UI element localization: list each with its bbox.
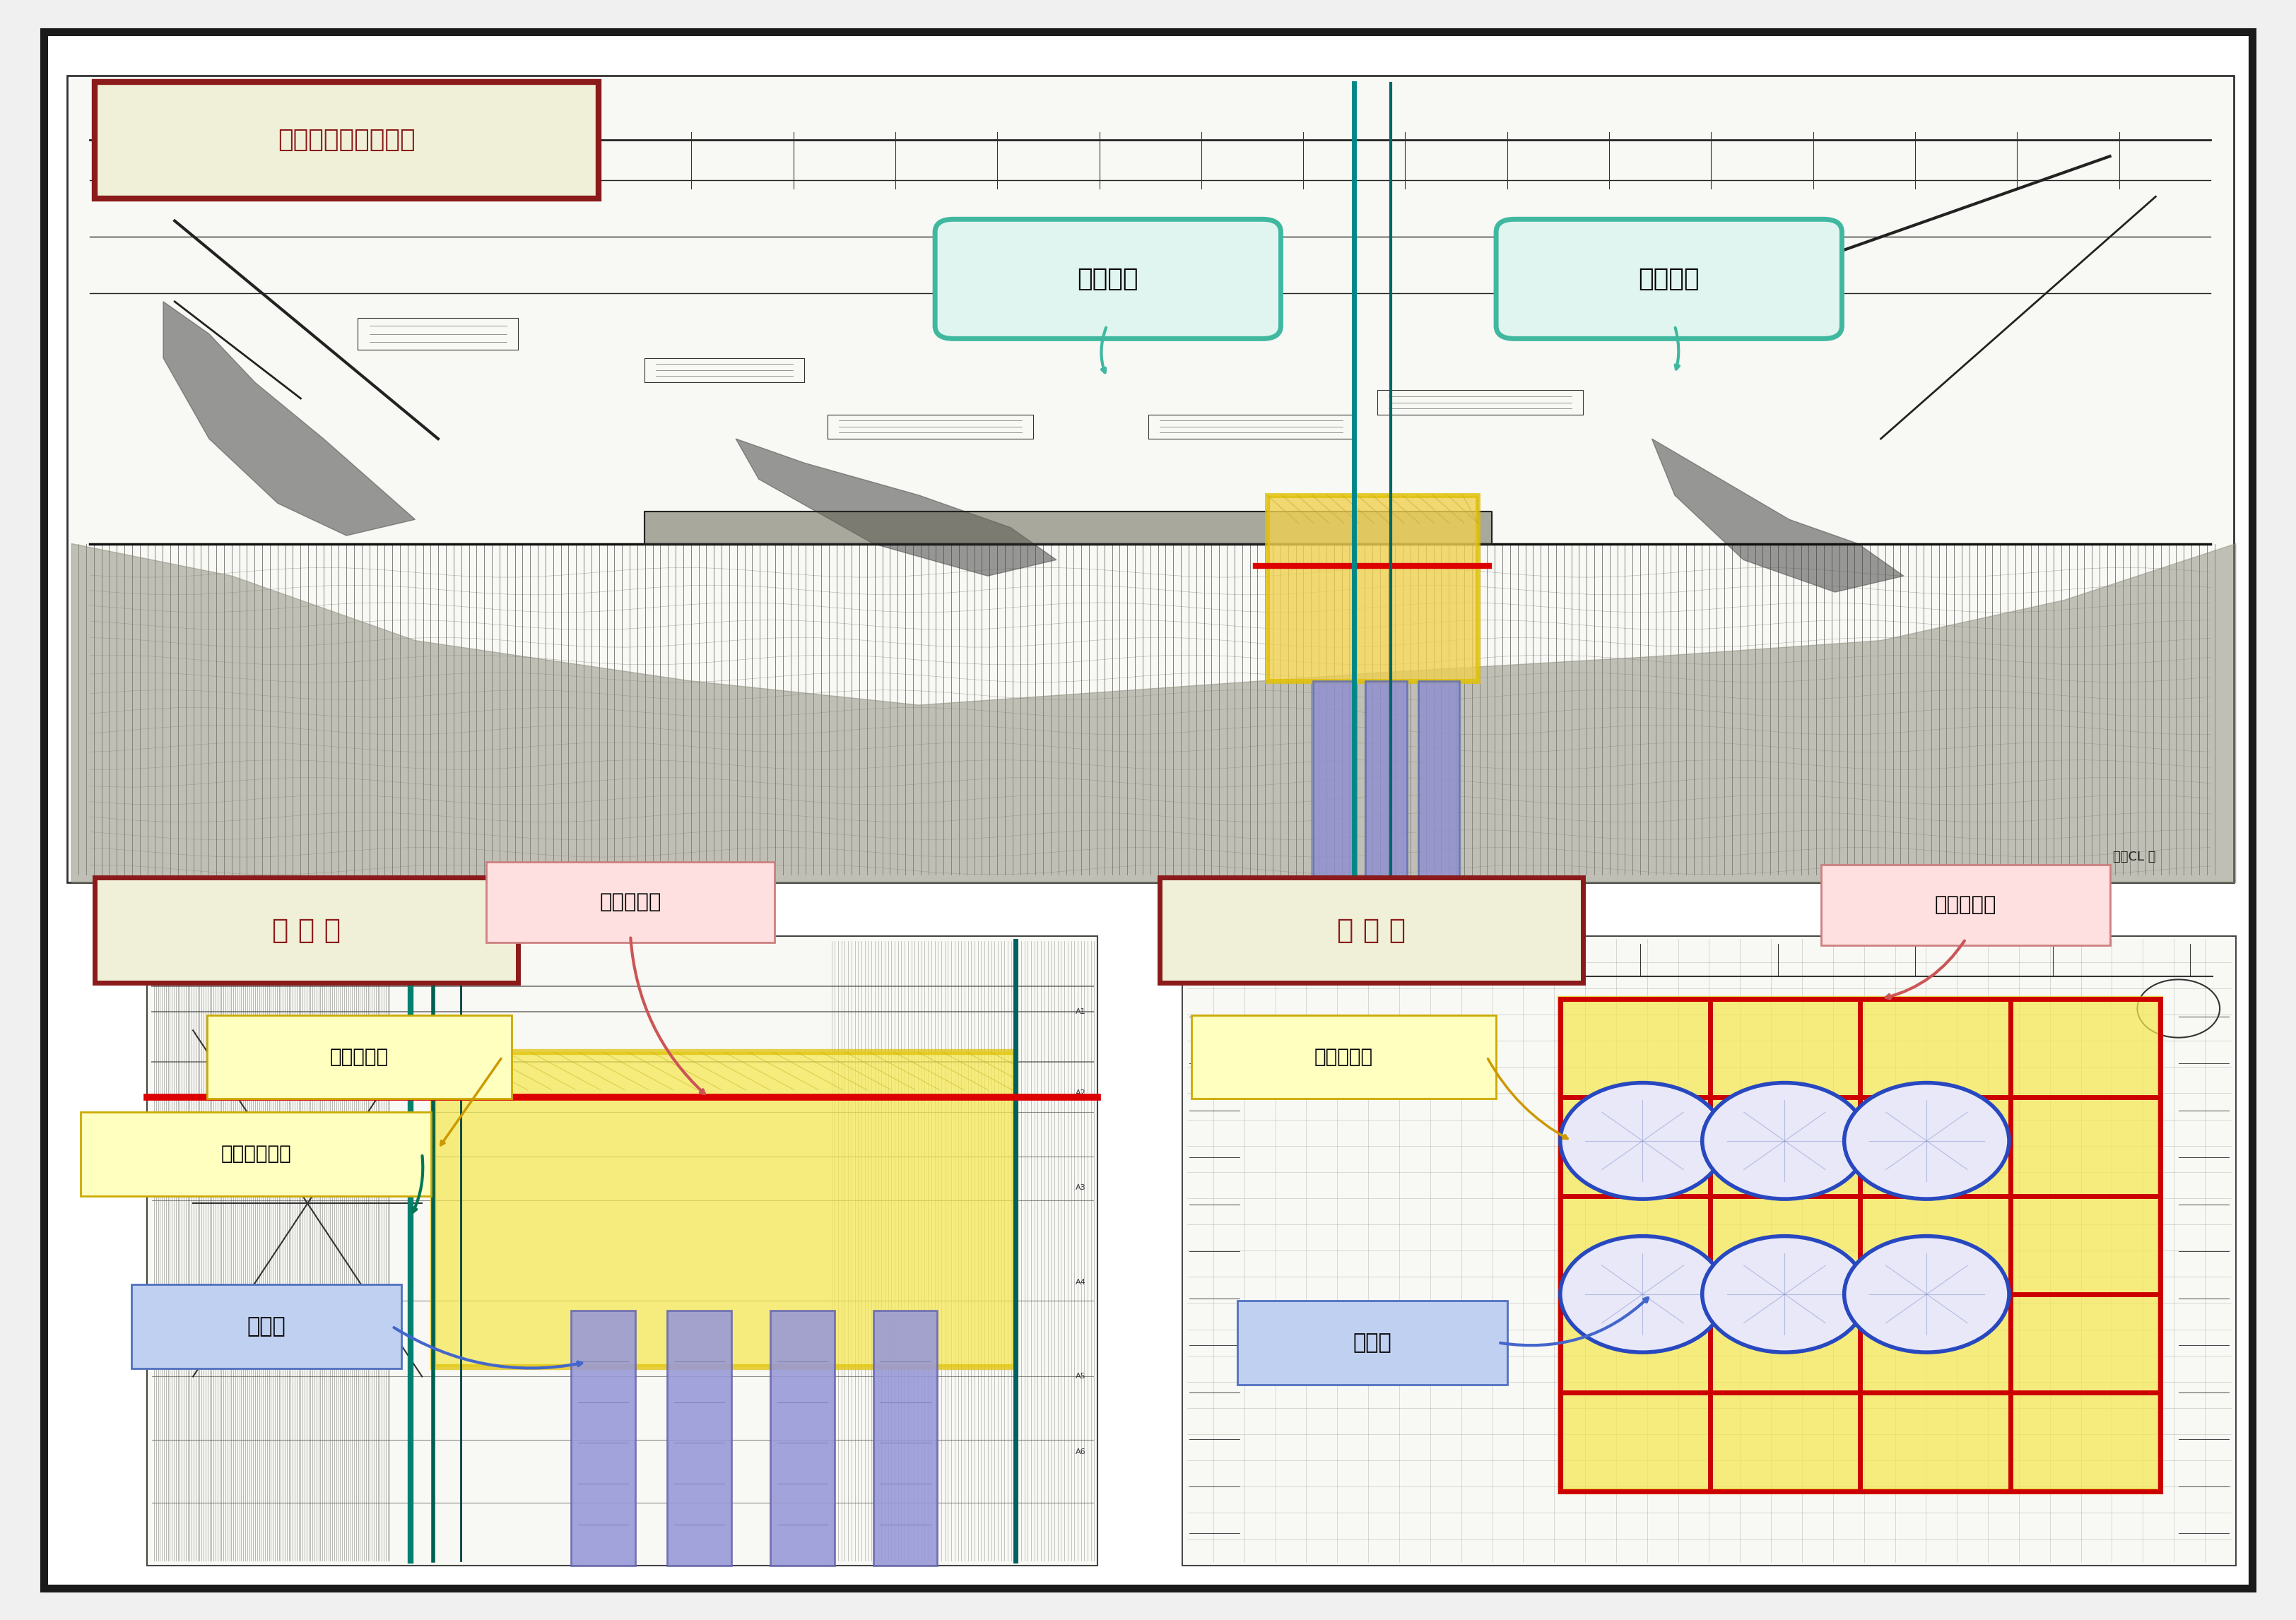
Circle shape bbox=[1561, 1236, 1724, 1353]
FancyBboxPatch shape bbox=[934, 219, 1281, 339]
Text: タイロッド: タイロッド bbox=[599, 893, 661, 912]
Text: 基礎杭: 基礎杭 bbox=[248, 1317, 285, 1336]
Bar bbox=[113, 96, 595, 194]
Text: 土留め鋼矢板: 土留め鋼矢板 bbox=[220, 1144, 292, 1163]
Bar bbox=[872, 1311, 937, 1565]
Bar bbox=[1254, 1312, 1506, 1383]
Bar bbox=[668, 1311, 730, 1565]
Bar bbox=[113, 891, 514, 980]
Text: 平 面 図: 平 面 図 bbox=[1336, 917, 1405, 944]
Text: A1: A1 bbox=[1077, 1008, 1086, 1016]
Text: 埋め戻し土: 埋め戻し土 bbox=[1313, 1047, 1373, 1068]
FancyBboxPatch shape bbox=[94, 83, 599, 198]
Bar bbox=[1182, 936, 2236, 1565]
Bar bbox=[223, 1027, 510, 1097]
Bar bbox=[147, 1296, 400, 1367]
Polygon shape bbox=[645, 512, 1492, 544]
FancyBboxPatch shape bbox=[1821, 865, 2110, 946]
Bar bbox=[960, 237, 1270, 330]
Text: 埋め戻し土: 埋め戻し土 bbox=[331, 1047, 388, 1068]
Text: 橋脚基礎施工状況図: 橋脚基礎施工状況図 bbox=[278, 128, 416, 152]
Text: 断 面 図: 断 面 図 bbox=[271, 917, 340, 944]
FancyBboxPatch shape bbox=[131, 1285, 402, 1369]
Circle shape bbox=[1561, 1082, 1724, 1199]
FancyBboxPatch shape bbox=[487, 862, 774, 943]
Polygon shape bbox=[735, 439, 1056, 577]
Text: A6: A6 bbox=[1077, 1448, 1086, 1456]
Bar bbox=[769, 1311, 833, 1565]
Circle shape bbox=[1701, 1236, 1867, 1353]
Polygon shape bbox=[163, 301, 416, 536]
Bar bbox=[1522, 237, 1830, 330]
Bar bbox=[1313, 680, 1355, 883]
FancyBboxPatch shape bbox=[1497, 219, 1841, 339]
Circle shape bbox=[1844, 1082, 2009, 1199]
Bar bbox=[96, 1123, 429, 1194]
Circle shape bbox=[1844, 1236, 2009, 1353]
FancyBboxPatch shape bbox=[80, 1111, 432, 1196]
Bar bbox=[1208, 1027, 1495, 1097]
Text: A3: A3 bbox=[1077, 1184, 1086, 1191]
Text: 基礎杭: 基礎杭 bbox=[1352, 1332, 1391, 1353]
FancyBboxPatch shape bbox=[1192, 1016, 1497, 1098]
Bar bbox=[1561, 1000, 2161, 1490]
Polygon shape bbox=[1651, 439, 1903, 591]
Text: 道路CL 出: 道路CL 出 bbox=[2112, 850, 2156, 863]
FancyBboxPatch shape bbox=[1159, 878, 1584, 983]
Text: A4: A4 bbox=[1077, 1278, 1086, 1286]
Text: A5: A5 bbox=[1077, 1374, 1086, 1380]
Text: タイロッド: タイロッド bbox=[1936, 896, 1998, 915]
Circle shape bbox=[1701, 1082, 1867, 1199]
Bar bbox=[1419, 680, 1460, 883]
Polygon shape bbox=[71, 544, 2236, 883]
FancyBboxPatch shape bbox=[1238, 1301, 1508, 1385]
FancyBboxPatch shape bbox=[94, 878, 519, 983]
Bar bbox=[503, 873, 771, 941]
Bar bbox=[67, 76, 2234, 883]
FancyBboxPatch shape bbox=[207, 1016, 512, 1098]
Text: 杭打ち機: 杭打ち機 bbox=[1639, 267, 1699, 292]
Bar bbox=[147, 936, 1097, 1565]
Bar bbox=[1178, 891, 1580, 980]
Bar bbox=[1366, 680, 1407, 883]
Bar bbox=[434, 1051, 1015, 1367]
Bar bbox=[572, 1311, 636, 1565]
Text: クレーン: クレーン bbox=[1077, 267, 1139, 292]
Bar bbox=[1837, 876, 2108, 944]
Bar bbox=[1267, 496, 1479, 680]
Text: A2: A2 bbox=[1077, 1090, 1086, 1097]
